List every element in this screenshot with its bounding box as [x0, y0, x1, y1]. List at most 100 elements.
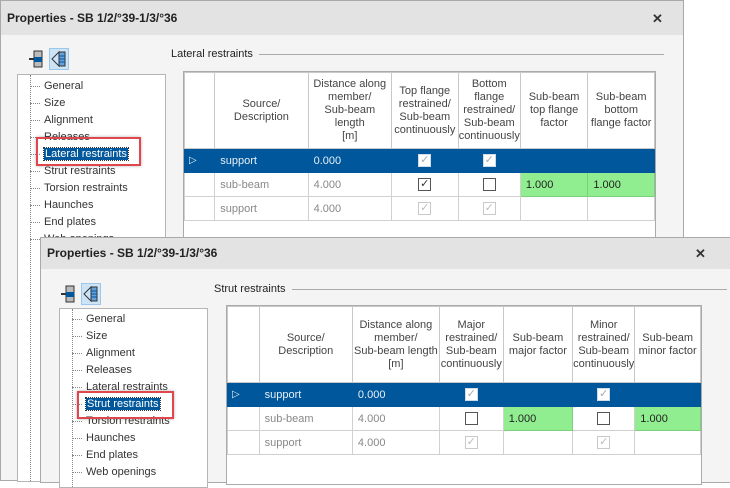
checkbox-cell[interactable] [572, 406, 636, 431]
checkbox[interactable] [464, 412, 478, 425]
factor-cell[interactable] [502, 382, 574, 407]
section-title: Lateral restraints [171, 48, 253, 60]
distance-cell[interactable]: 0.000 [351, 382, 440, 407]
checkbox[interactable]: ✓ [418, 154, 432, 167]
distance-cell[interactable]: 4.000 [307, 196, 392, 221]
tree-item-releases[interactable]: Releases [60, 362, 207, 379]
checkbox[interactable]: ✓ [482, 202, 496, 215]
restraints-view-icon[interactable] [49, 48, 69, 70]
checkbox[interactable] [482, 178, 496, 191]
row-indicator [227, 430, 260, 455]
table-row[interactable]: sub-beam 4.000 1.000 1.000 [227, 406, 701, 431]
checkbox-cell[interactable]: ✓ [390, 172, 459, 197]
factor-cell[interactable] [519, 148, 589, 173]
checkbox-cell[interactable]: ✓ [390, 196, 459, 221]
source-cell[interactable]: sub-beam [258, 406, 353, 431]
column-header[interactable]: Source/ Description [258, 306, 353, 383]
tree-item-alignment[interactable]: Alignment [60, 345, 207, 362]
column-header[interactable]: Distance along member/ Sub-beam length [… [307, 72, 392, 149]
checkbox-cell[interactable]: ✓ [390, 148, 459, 173]
column-header[interactable]: Top flange restrained/ Sub-beam continuo… [390, 72, 459, 149]
source-cell[interactable]: support [258, 382, 353, 407]
factor-cell[interactable]: 1.000 [634, 406, 701, 431]
column-header[interactable]: Sub-beam major factor [502, 306, 574, 383]
tree-item-general[interactable]: General [60, 311, 207, 328]
checkbox[interactable]: ✓ [418, 202, 432, 215]
column-header[interactable]: Distance along member/ Sub-beam length [… [351, 306, 440, 383]
tree-item-strut-restraints[interactable]: Strut restraints [60, 396, 207, 413]
factor-cell[interactable]: 1.000 [519, 172, 589, 197]
tree-item-torsion-restraints[interactable]: Torsion restraints [18, 180, 165, 197]
checkbox-cell[interactable]: ✓ [438, 430, 504, 455]
checkbox[interactable]: ✓ [418, 178, 432, 191]
factor-cell[interactable] [519, 196, 589, 221]
distance-cell[interactable]: 4.000 [307, 172, 392, 197]
navigation-tree: General Size Alignment Releases Lateral … [59, 308, 208, 488]
factor-cell[interactable] [502, 430, 574, 455]
factor-cell[interactable]: 1.000 [502, 406, 574, 431]
checkbox[interactable]: ✓ [464, 388, 478, 401]
close-icon[interactable]: ✕ [652, 11, 663, 26]
member-view-icon[interactable] [59, 283, 79, 305]
checkbox-cell[interactable]: ✓ [572, 430, 636, 455]
checkbox-cell[interactable]: ✓ [457, 196, 521, 221]
source-cell[interactable]: sub-beam [214, 172, 309, 197]
tree-item-strut-restraints[interactable]: Strut restraints [18, 163, 165, 180]
section-header: Lateral restraints [171, 48, 664, 60]
member-view-icon[interactable] [27, 48, 47, 70]
restraints-view-icon[interactable] [81, 283, 101, 305]
table-row[interactable]: sub-beam 4.000 ✓ 1.000 1.000 [183, 172, 655, 197]
tree-item-alignment[interactable]: Alignment [18, 112, 165, 129]
source-cell[interactable]: support [214, 148, 309, 173]
checkbox[interactable] [597, 412, 611, 425]
properties-window-strut: Properties - SB 1/2/°39-1/3/°36 ✕ Genera… [40, 237, 730, 488]
factor-cell[interactable] [634, 430, 701, 455]
factor-cell[interactable] [634, 382, 701, 407]
tree-item-lateral-restraints[interactable]: Lateral restraints [18, 146, 165, 163]
tree-item-haunches[interactable]: Haunches [60, 430, 207, 447]
column-header[interactable]: Bottom flange restrained/ Sub-beam conti… [457, 72, 521, 149]
checkbox[interactable]: ✓ [597, 388, 611, 401]
source-cell[interactable]: support [258, 430, 353, 455]
section-header: Strut restraints [214, 283, 727, 295]
column-header[interactable]: Major restrained/ Sub-beam continuously [438, 306, 504, 383]
tree-item-end-plates[interactable]: End plates [60, 447, 207, 464]
table-row[interactable]: support 4.000 ✓ ✓ [183, 196, 655, 221]
callout-highlight [77, 391, 174, 419]
table-row[interactable]: support 4.000 ✓ ✓ [227, 430, 701, 455]
close-icon[interactable]: ✕ [695, 246, 706, 261]
tree-item-general[interactable]: General [18, 78, 165, 95]
factor-cell[interactable] [587, 196, 655, 221]
checkbox[interactable]: ✓ [597, 436, 611, 449]
factor-cell[interactable]: 1.000 [587, 172, 655, 197]
table-row[interactable]: ▷ support 0.000 ✓ ✓ [227, 382, 701, 407]
column-header[interactable]: Source/ Description [214, 72, 309, 149]
window-title: Properties - SB 1/2/°39-1/3/°36 [47, 246, 218, 260]
section-title: Strut restraints [214, 283, 286, 295]
tree-item-web-openings[interactable]: Web openings [60, 464, 207, 481]
checkbox-cell[interactable]: ✓ [572, 382, 636, 407]
column-header[interactable]: Sub-beam bottom flange factor [587, 72, 655, 149]
title-bar: Properties - SB 1/2/°39-1/3/°36 [41, 238, 730, 269]
checkbox-cell[interactable] [438, 406, 504, 431]
tree-item-size[interactable]: Size [60, 328, 207, 345]
source-cell[interactable]: support [214, 196, 309, 221]
tree-item-size[interactable]: Size [18, 95, 165, 112]
table-row[interactable]: ▷ support 0.000 ✓ ✓ [183, 148, 655, 173]
checkbox-cell[interactable] [457, 172, 521, 197]
tree-item-lateral-restraints[interactable]: Lateral restraints [60, 379, 207, 396]
checkbox-cell[interactable]: ✓ [438, 382, 504, 407]
distance-cell[interactable]: 4.000 [351, 430, 440, 455]
tree-item-haunches[interactable]: Haunches [18, 197, 165, 214]
factor-cell[interactable] [587, 148, 655, 173]
window-title: Properties - SB 1/2/°39-1/3/°36 [7, 11, 178, 25]
tree-item-end-plates[interactable]: End plates [18, 214, 165, 231]
distance-cell[interactable]: 4.000 [351, 406, 440, 431]
column-header[interactable]: Sub-beam top flange factor [519, 72, 589, 149]
distance-cell[interactable]: 0.000 [307, 148, 392, 173]
column-header[interactable]: Minor restrained/ Sub-beam continuously [572, 306, 636, 383]
checkbox[interactable]: ✓ [464, 436, 478, 449]
column-header[interactable]: Sub-beam minor factor [634, 306, 701, 383]
checkbox-cell[interactable]: ✓ [457, 148, 521, 173]
checkbox[interactable]: ✓ [482, 154, 496, 167]
